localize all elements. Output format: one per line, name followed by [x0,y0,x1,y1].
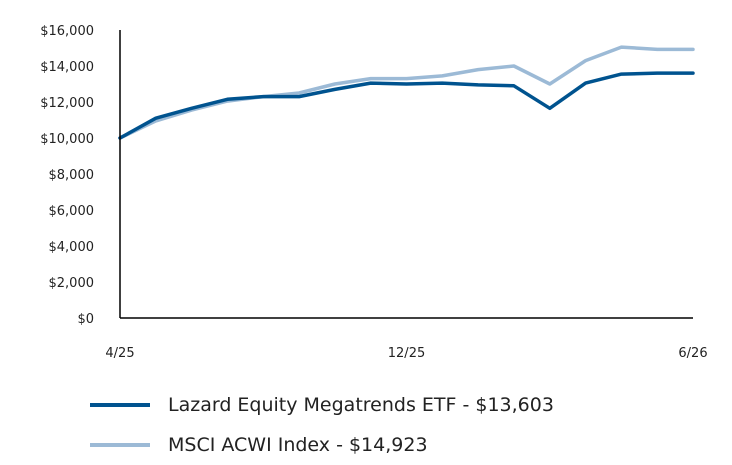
y-tick-label: $16,000 [40,24,94,39]
y-tick-label: $8,000 [49,168,95,183]
legend-item-lazard: Lazard Equity Megatrends ETF - $13,603 [90,385,554,425]
x-tick-label: 12/25 [388,346,425,361]
y-tick-label: $12,000 [40,96,94,111]
y-tick-label: $6,000 [49,204,95,219]
legend: Lazard Equity Megatrends ETF - $13,603 M… [90,385,554,465]
series-line-msci [118,45,695,140]
y-tick-label: $0 [77,312,94,327]
x-tick-label: 4/25 [105,346,134,361]
legend-swatch-lazard [90,403,150,407]
y-tick-label: $2,000 [49,276,95,291]
y-axis-ticks: $0 $2,000 $4,000 $6,000 $8,000 $10,000 $12,000… [40,24,94,327]
line-chart: $0 $2,000 $4,000 $6,000 $8,000 $10,000 $12,000… [40,24,707,361]
series-line-lazard [118,71,695,140]
x-axis-ticks: 4/25 12/25 6/26 [105,346,707,361]
legend-swatch-msci [90,443,150,447]
y-tick-label: $4,000 [49,240,95,255]
series-lines [118,45,695,140]
y-tick-label: $10,000 [40,132,94,147]
legend-label-lazard: Lazard Equity Megatrends ETF - $13,603 [168,394,554,416]
legend-item-msci: MSCI ACWI Index - $14,923 [90,425,554,465]
x-tick-label: 6/26 [678,346,707,361]
legend-label-msci: MSCI ACWI Index - $14,923 [168,434,428,456]
y-tick-label: $14,000 [40,60,94,75]
